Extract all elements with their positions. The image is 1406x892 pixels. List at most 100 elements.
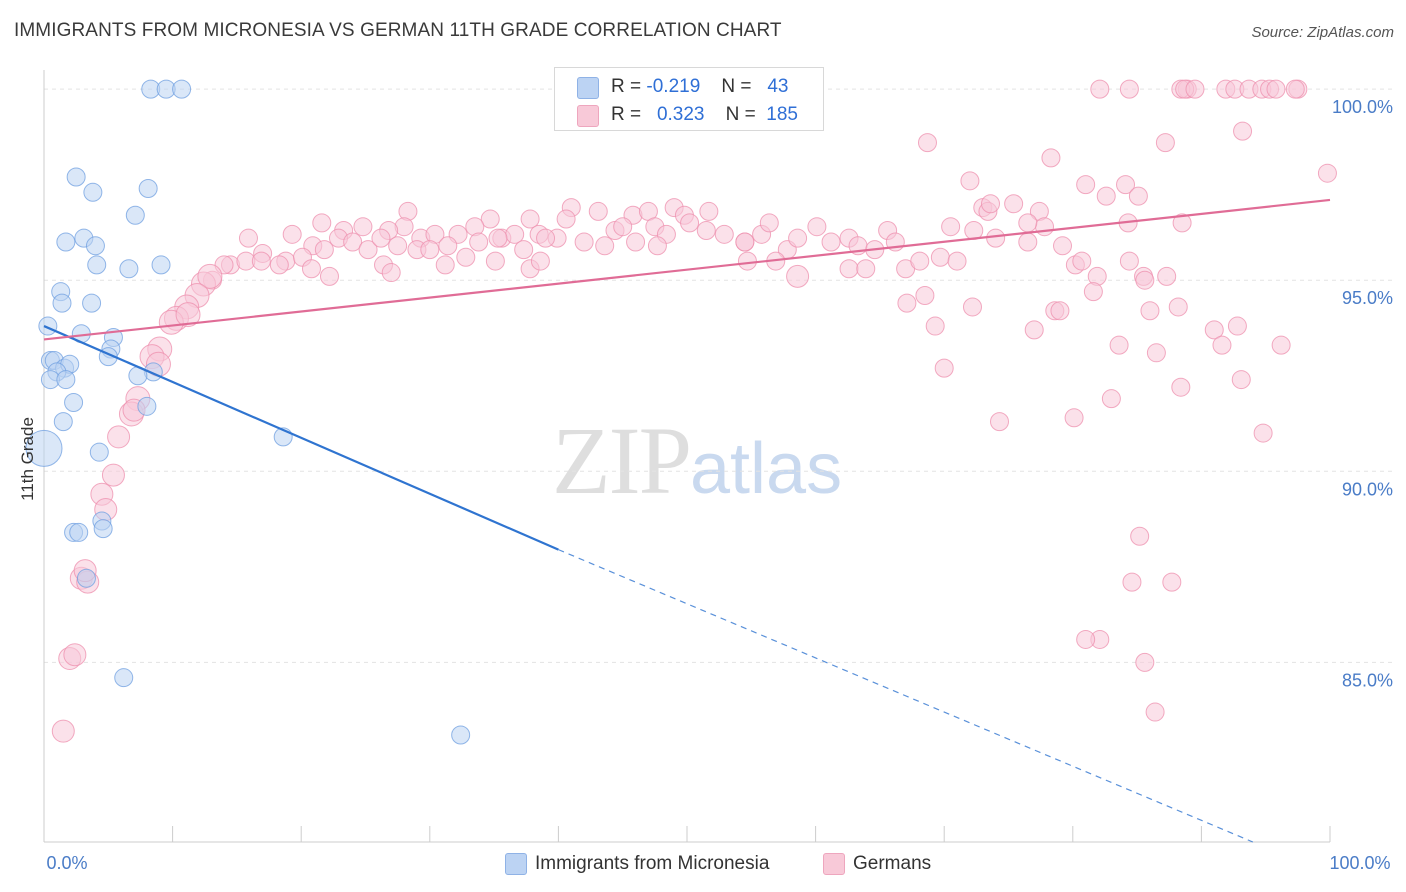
point-germans [420, 240, 440, 260]
point-germans [1119, 79, 1139, 99]
point-micronesia [52, 293, 72, 313]
point-germans [962, 297, 982, 317]
point-germans [1119, 251, 1139, 271]
point-germans [107, 425, 131, 449]
point-germans [696, 221, 716, 241]
point-micronesia [69, 522, 89, 542]
point-germans [1140, 301, 1160, 321]
watermark-atlas: atlas [690, 429, 843, 509]
point-germans [915, 285, 935, 305]
legend-swatch-germans [577, 105, 599, 127]
point-micronesia [82, 293, 102, 313]
point-germans [485, 251, 505, 271]
series-germans [51, 79, 1337, 743]
point-germans [960, 171, 980, 191]
point-germans [759, 213, 779, 233]
point-germans [530, 251, 550, 271]
trend-line-germans [43, 198, 1331, 341]
point-germans [269, 255, 289, 275]
trend-line-micronesia-extension [558, 549, 1254, 843]
point-germans [613, 217, 633, 237]
point-germans [1018, 232, 1038, 252]
point-germans [807, 217, 827, 237]
point-germans [238, 228, 258, 248]
point-germans [175, 302, 201, 328]
legend-r-label: R = [611, 104, 642, 125]
grid-lines [44, 88, 1394, 663]
point-germans [536, 228, 556, 248]
point-germans [1090, 79, 1110, 99]
point-germans [1064, 408, 1084, 428]
point-germans [1146, 343, 1166, 363]
point-germans [574, 232, 594, 252]
point-micronesia [64, 392, 84, 412]
point-micronesia [83, 182, 103, 202]
point-micronesia [25, 429, 63, 467]
point-germans [51, 719, 75, 743]
point-germans [1266, 79, 1286, 99]
axis-labels: 85.0% 90.0% 95.0% 100.0% 0.0% 100.0% 11th Grad… [18, 97, 1393, 873]
point-micronesia [93, 519, 113, 539]
point-germans [1035, 217, 1055, 237]
point-micronesia [151, 255, 171, 275]
point-micronesia [66, 167, 86, 187]
point-germans [980, 194, 1000, 214]
point-germans [925, 316, 945, 336]
legend-swatch-micronesia [505, 853, 527, 875]
watermark: ZIPatlas [552, 405, 842, 516]
trend-line-micronesia [43, 325, 559, 551]
point-germans [282, 224, 302, 244]
point-germans [1157, 266, 1177, 286]
point-germans [1128, 186, 1148, 206]
point-germans [488, 228, 508, 248]
point-micronesia [76, 568, 96, 588]
point-micronesia [125, 205, 145, 225]
point-germans [1168, 297, 1188, 317]
point-germans [941, 217, 961, 237]
point-germans [251, 251, 271, 271]
point-germans [438, 236, 458, 256]
point-germans [595, 236, 615, 256]
point-germans [1050, 301, 1070, 321]
point-germans [1024, 320, 1044, 340]
point-germans [358, 240, 378, 260]
point-germans [1227, 316, 1247, 336]
trend-lines [43, 198, 1331, 843]
legend-r-label: R = [611, 76, 642, 97]
point-germans [917, 133, 937, 153]
point-germans [699, 201, 719, 221]
chart-title: IMMIGRANTS FROM MICRONESIA VS GERMAN 11T… [14, 20, 782, 41]
point-germans [197, 263, 223, 289]
point-germans [930, 247, 950, 267]
point-germans [1285, 79, 1305, 99]
point-germans [343, 232, 363, 252]
point-germans [588, 201, 608, 221]
point-germans [435, 255, 455, 275]
point-germans [788, 228, 808, 248]
point-germans [1204, 320, 1224, 340]
point-germans [1212, 335, 1232, 355]
point-germans [897, 293, 917, 313]
point-germans [1145, 702, 1165, 722]
point-germans [1018, 213, 1038, 233]
point-germans [1004, 194, 1024, 214]
point-germans [388, 236, 408, 256]
point-micronesia [119, 259, 139, 279]
point-germans [1162, 572, 1182, 592]
x-tick-label: 0.0% [46, 853, 87, 873]
point-germans [1076, 629, 1096, 649]
point-germans [714, 224, 734, 244]
point-germans [856, 259, 876, 279]
axes [43, 70, 1331, 843]
point-germans [353, 217, 373, 237]
point-micronesia [114, 668, 134, 688]
point-micronesia [137, 396, 157, 416]
point-germans [1116, 175, 1136, 195]
y-tick-label: 90.0% [1342, 479, 1393, 499]
point-germans [737, 251, 757, 271]
point-germans [371, 228, 391, 248]
legend-n-value: 43 [767, 76, 789, 97]
legend-r-value: 0.323 [656, 104, 705, 125]
y-tick-label: 95.0% [1342, 288, 1393, 308]
legend-n-label: N = [721, 76, 752, 97]
